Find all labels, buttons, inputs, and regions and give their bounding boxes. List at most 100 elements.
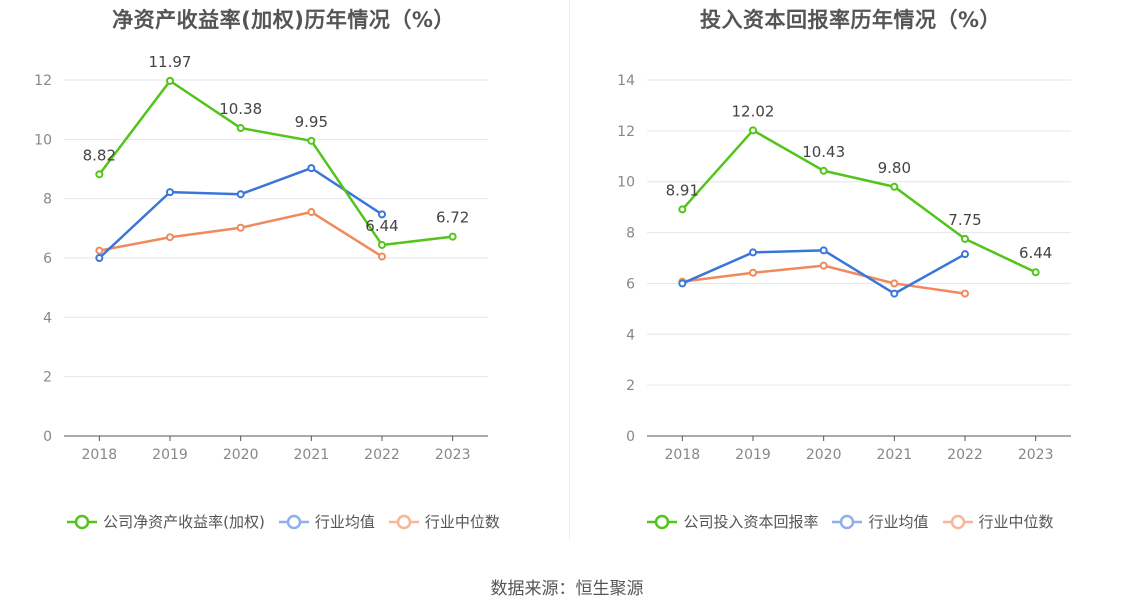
data-label: 6.44: [1019, 244, 1052, 262]
data-point: [819, 246, 828, 255]
y-tick-label: 14: [617, 73, 635, 89]
data-point: [819, 261, 828, 270]
chart-legend: 公司投入资本回报率 行业均值 行业中位数: [567, 511, 1134, 532]
y-tick-label: 2: [626, 378, 635, 394]
data-point: [236, 223, 245, 232]
data-label: 9.80: [878, 159, 911, 177]
data-label: 6.44: [365, 217, 398, 235]
data-point: [1031, 268, 1040, 277]
x-tick-label: 2023: [1018, 447, 1054, 463]
x-tick-label: 2021: [294, 447, 330, 463]
x-tick-label: 2019: [735, 447, 771, 463]
y-tick-label: 12: [34, 73, 52, 89]
data-point: [890, 289, 899, 298]
x-tick-label: 2022: [947, 447, 983, 463]
data-label: 9.95: [295, 113, 328, 131]
data-point: [307, 208, 316, 217]
data-label: 12.02: [732, 102, 775, 120]
y-tick-label: 0: [43, 429, 52, 445]
y-tick-label: 10: [617, 175, 635, 191]
x-tick-label: 2022: [364, 447, 400, 463]
data-point: [961, 234, 969, 243]
data-point: [819, 166, 828, 175]
y-tick-label: 12: [617, 124, 635, 140]
legend-marker-icon: [942, 514, 973, 529]
y-tick-label: 10: [34, 132, 52, 148]
y-tick-label: 6: [626, 276, 635, 292]
data-label: 11.97: [149, 53, 192, 71]
roic-line-chart: 0 2 4 6 8 10 12 14 2018 2019 2020 2021 2022 2023 8.91 1…: [617, 73, 1071, 463]
legend-label: 行业中位数: [424, 513, 500, 531]
legend-item[interactable]: 行业中位数: [942, 511, 1054, 532]
legend-item[interactable]: 公司投入资本回报率: [647, 511, 818, 532]
data-point: [448, 232, 457, 241]
data-point: [961, 289, 969, 298]
data-point: [166, 76, 174, 85]
chart-title: 投入资本回报率历年情况（%）: [699, 8, 1002, 32]
series-line: [682, 264, 966, 295]
data-label: 10.38: [219, 100, 262, 118]
roic-chart-panel: 投入资本回报率历年情况（%） 0 2 4 6 8 10 12 14 2018 2019 2020 20…: [567, 0, 1134, 560]
y-tick-label: 4: [43, 310, 52, 326]
data-point: [95, 254, 104, 262]
data-point: [378, 252, 386, 261]
data-point: [890, 182, 899, 191]
legend-label: 行业中位数: [978, 513, 1054, 531]
data-point: [749, 126, 757, 135]
data-point: [678, 279, 687, 288]
data-point: [236, 124, 245, 133]
roe-line-chart: 0 2 4 6 8 10 12 2018 2019 2020 2021 2022 2023 8.82 11.…: [34, 53, 488, 463]
data-point: [890, 279, 899, 288]
x-tick-label: 2020: [223, 447, 259, 463]
legend-label: 公司投入资本回报率: [683, 513, 819, 531]
y-tick-label: 2: [43, 370, 52, 386]
x-tick-label: 2018: [665, 447, 701, 463]
data-source-note: 数据来源：恒生聚源: [490, 579, 644, 599]
data-point: [378, 240, 386, 249]
roe-chart-panel: 净资产收益率(加权)历年情况（%） 0 2 4 6 8 10 12 2018 2019 2020 2…: [0, 0, 567, 560]
data-label: 7.75: [948, 211, 981, 229]
chart-title: 净资产收益率(加权)历年情况（%）: [112, 8, 455, 32]
data-point: [95, 170, 104, 179]
x-tick-label: 2020: [806, 447, 842, 463]
legend-item[interactable]: 行业均值: [278, 511, 375, 532]
legend-marker-icon: [278, 514, 309, 529]
x-tick-label: 2021: [877, 447, 913, 463]
y-tick-label: 0: [626, 429, 635, 445]
data-label: 10.43: [802, 143, 845, 161]
data-point: [378, 210, 386, 219]
data-point: [961, 250, 969, 259]
data-point: [307, 136, 316, 145]
data-point: [749, 248, 757, 257]
legend-marker-icon: [388, 514, 419, 529]
data-label: 8.91: [666, 181, 699, 199]
x-tick-label: 2019: [152, 447, 188, 463]
data-label: 8.82: [83, 146, 116, 164]
legend-marker-icon: [647, 514, 678, 529]
data-point: [678, 205, 687, 214]
data-point: [166, 188, 174, 197]
y-tick-label: 8: [43, 192, 52, 208]
y-tick-label: 8: [626, 226, 635, 242]
panel-divider: [569, 0, 570, 540]
legend-item[interactable]: 行业中位数: [388, 511, 500, 532]
chart-legend: 公司净资产收益率(加权) 行业均值 行业中位数: [0, 511, 567, 532]
x-tick-label: 2023: [435, 447, 471, 463]
legend-item[interactable]: 行业均值: [832, 511, 929, 532]
series-line: [681, 129, 1037, 274]
series-line: [98, 79, 453, 247]
data-point: [236, 190, 245, 199]
data-point: [307, 164, 316, 173]
legend-marker-icon: [67, 514, 98, 529]
legend-label: 行业均值: [314, 513, 375, 531]
legend-item[interactable]: 公司净资产收益率(加权): [67, 511, 265, 532]
y-tick-label: 6: [43, 251, 52, 267]
x-tick-label: 2018: [82, 447, 118, 463]
legend-marker-icon: [832, 514, 863, 529]
legend-label: 公司净资产收益率(加权): [103, 513, 265, 531]
data-point: [95, 246, 104, 255]
data-point: [166, 233, 174, 242]
data-point: [749, 268, 757, 277]
y-tick-label: 4: [626, 327, 635, 343]
legend-label: 行业均值: [868, 513, 929, 531]
